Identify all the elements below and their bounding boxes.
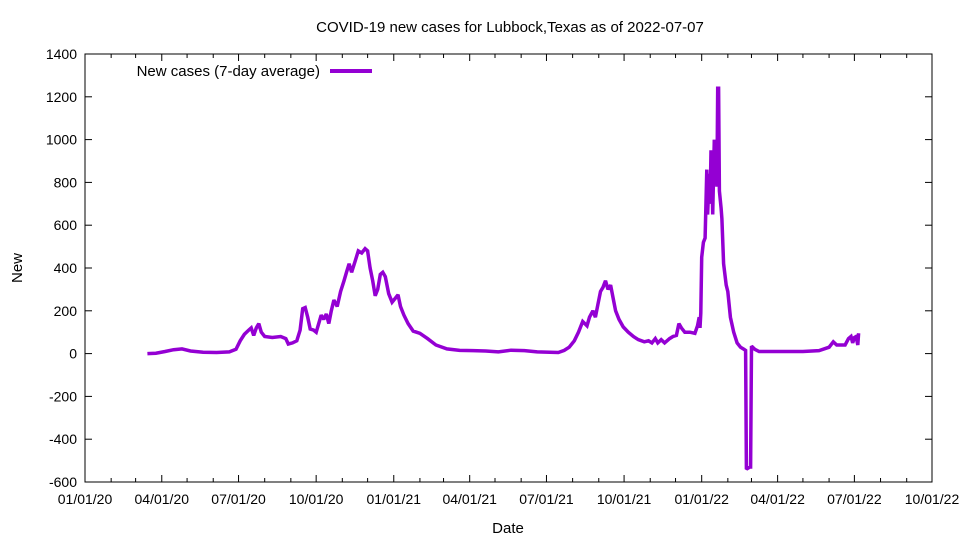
y-tick-label: -400: [49, 431, 77, 447]
y-tick-label: 1400: [46, 46, 77, 62]
y-tick-label: 400: [54, 260, 78, 276]
y-tick-label: -600: [49, 474, 77, 490]
x-tick-label: 01/01/20: [58, 491, 113, 507]
y-tick-label: 0: [69, 346, 77, 362]
x-axis-label: Date: [492, 520, 524, 537]
y-tick-label: -200: [49, 388, 77, 404]
chart-title: COVID-19 new cases for Lubbock,Texas as …: [316, 19, 704, 36]
y-tick-label: 800: [54, 174, 78, 190]
x-tick-label: 07/01/21: [519, 491, 574, 507]
x-tick-label: 10/01/21: [597, 491, 652, 507]
y-tick-label: 200: [54, 303, 78, 319]
x-tick-label: 04/01/20: [135, 491, 190, 507]
y-tick-label: 1000: [46, 132, 77, 148]
series-line-0: [147, 86, 861, 471]
legend: New cases (7-day average): [137, 63, 372, 80]
x-axis: 01/01/20 04/01/20 07/01/20 10/01/20 01/01/21…: [58, 54, 960, 507]
x-tick-label: 04/01/21: [442, 491, 497, 507]
series-layer: [147, 86, 861, 471]
y-axis: -600 -400 -200 0 200 400 600 800 1000 1200 1400: [46, 46, 932, 490]
y-axis-label: New: [9, 253, 26, 283]
x-tick-label: 07/01/20: [211, 491, 266, 507]
y-tick-label: 1200: [46, 89, 77, 105]
x-tick-label: 10/01/22: [905, 491, 960, 507]
legend-entry-label: New cases (7-day average): [137, 63, 320, 80]
plot-frame: [84, 53, 933, 483]
y-tick-label: 600: [54, 217, 78, 233]
x-tick-label: 01/01/21: [367, 491, 422, 507]
x-tick-label: 04/01/22: [750, 491, 805, 507]
x-tick-label: 07/01/22: [827, 491, 882, 507]
x-tick-label: 10/01/20: [289, 491, 344, 507]
x-tick-label: 01/01/22: [674, 491, 729, 507]
